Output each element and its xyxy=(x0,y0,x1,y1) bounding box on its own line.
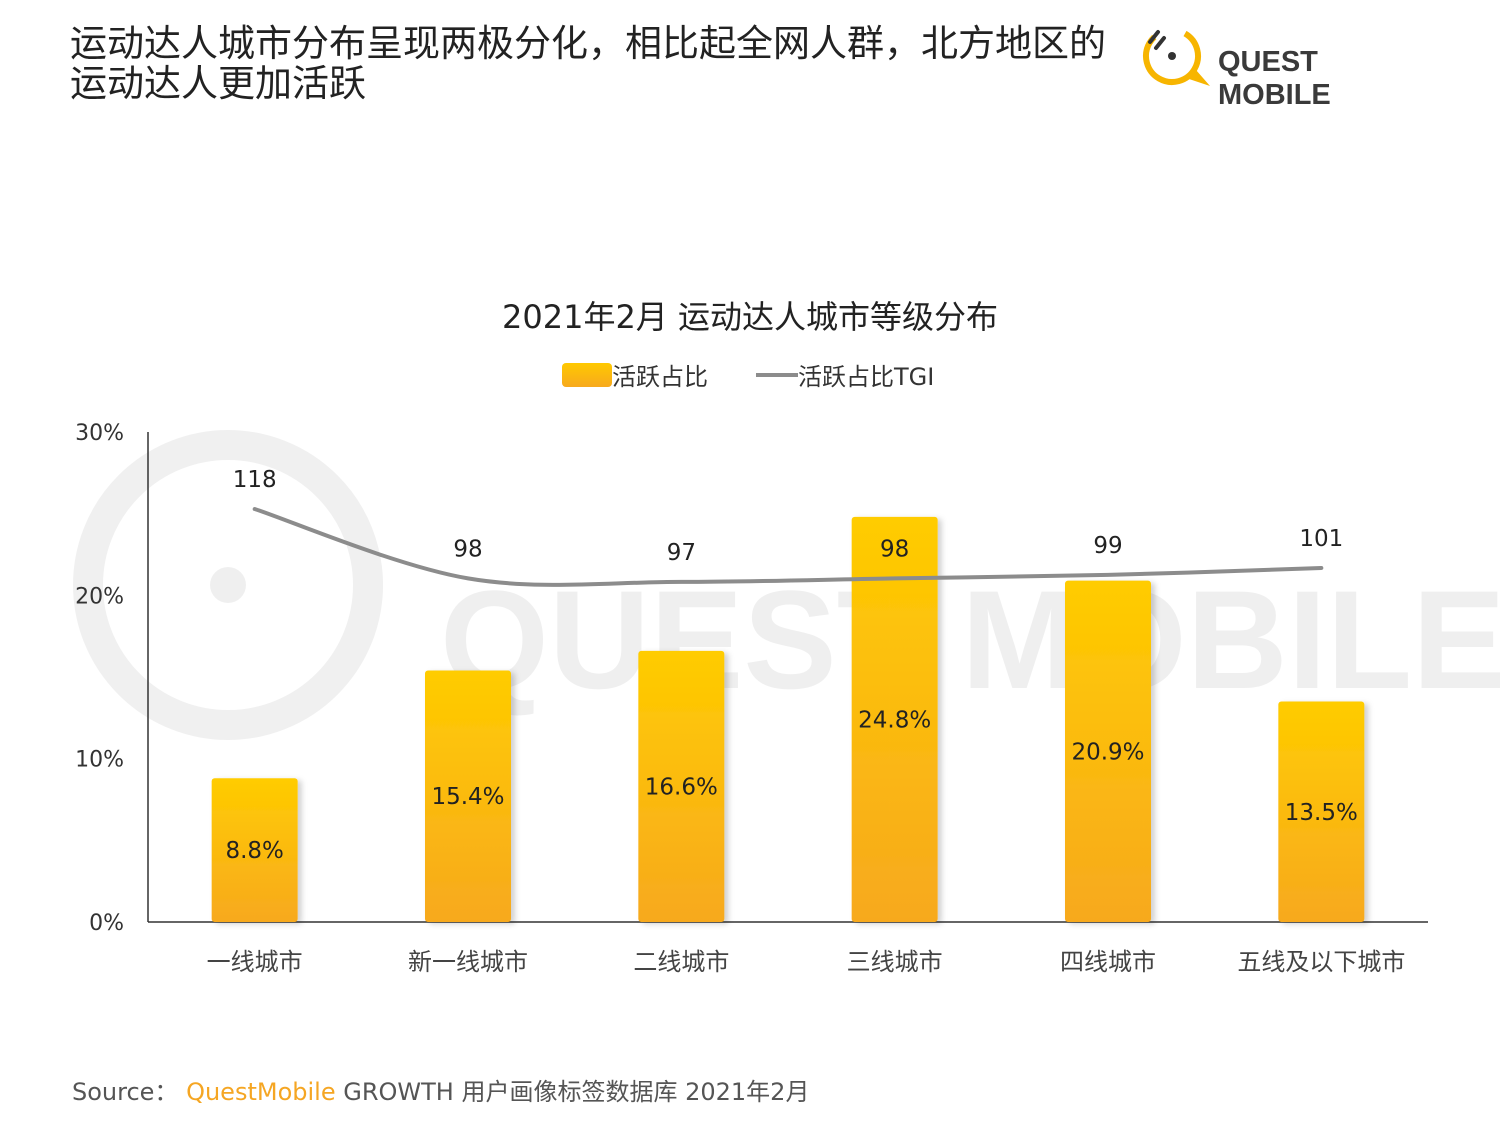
y-tick-label: 0% xyxy=(89,911,124,936)
page-title: 运动达人城市分布呈现两极分化，相比起全网人群，北方地区的运动达人更加活跃 xyxy=(70,22,1106,105)
x-tick-label: 五线及以下城市 xyxy=(1237,948,1405,976)
bar-value-label: 15.4% xyxy=(431,784,504,810)
bar xyxy=(638,650,725,922)
logo-icon xyxy=(1143,27,1210,86)
bar xyxy=(211,778,298,922)
tgi-value-label: 101 xyxy=(1299,526,1343,552)
bar xyxy=(851,516,938,922)
svg-text:QUEST MOBILE: QUEST MOBILE xyxy=(440,561,1500,718)
legend-label-bar: 活跃占比 xyxy=(612,363,708,391)
legend-label-line: 活跃占比TGI xyxy=(798,363,935,391)
bar-value-label: 16.6% xyxy=(645,774,718,800)
legend-swatch-bar xyxy=(562,362,612,387)
chart-title: 2021年2月 运动达人城市等级分布 xyxy=(502,298,998,336)
source-label: Source： xyxy=(72,1078,179,1106)
tgi-value-label: 97 xyxy=(667,540,696,566)
bar-value-label: 20.9% xyxy=(1071,739,1144,765)
y-tick-label: 10% xyxy=(75,748,124,773)
legend: 活跃占比 活跃占比TGI xyxy=(562,357,934,392)
source-note: Source： QuestMobile GROWTH 用户画像标签数据库 202… xyxy=(72,1072,809,1107)
logo-text: QUEST MOBILE xyxy=(1218,46,1331,111)
bar-value-label: 8.8% xyxy=(225,838,283,864)
y-tick-label: 20% xyxy=(75,584,124,609)
bar-value-label: 24.8% xyxy=(858,707,931,733)
tgi-value-label: 99 xyxy=(1093,533,1122,559)
tgi-line xyxy=(252,507,1324,587)
x-tick-label: 四线城市 xyxy=(1060,948,1156,976)
tgi-value-label: 98 xyxy=(453,536,482,562)
bar xyxy=(1278,701,1365,922)
source-brand: QuestMobile xyxy=(186,1078,336,1106)
legend-swatch-line xyxy=(756,372,798,377)
watermark: QUEST MOBILE xyxy=(73,430,1500,740)
x-tick-label: 一线城市 xyxy=(207,948,303,976)
tgi-value-label: 98 xyxy=(880,536,909,562)
bar-value-label: 13.5% xyxy=(1285,800,1358,826)
source-text: GROWTH 用户画像标签数据库 2021年2月 xyxy=(343,1078,810,1106)
y-tick-label: 30% xyxy=(75,421,124,446)
x-tick-label: 二线城市 xyxy=(633,948,729,976)
x-tick-label: 三线城市 xyxy=(847,948,943,976)
questmobile-logo: QUEST MOBILE xyxy=(1138,20,1438,111)
x-tick-label: 新一线城市 xyxy=(408,948,528,976)
bar xyxy=(425,670,511,922)
tgi-value-label: 118 xyxy=(233,467,277,493)
bar xyxy=(1065,580,1151,922)
